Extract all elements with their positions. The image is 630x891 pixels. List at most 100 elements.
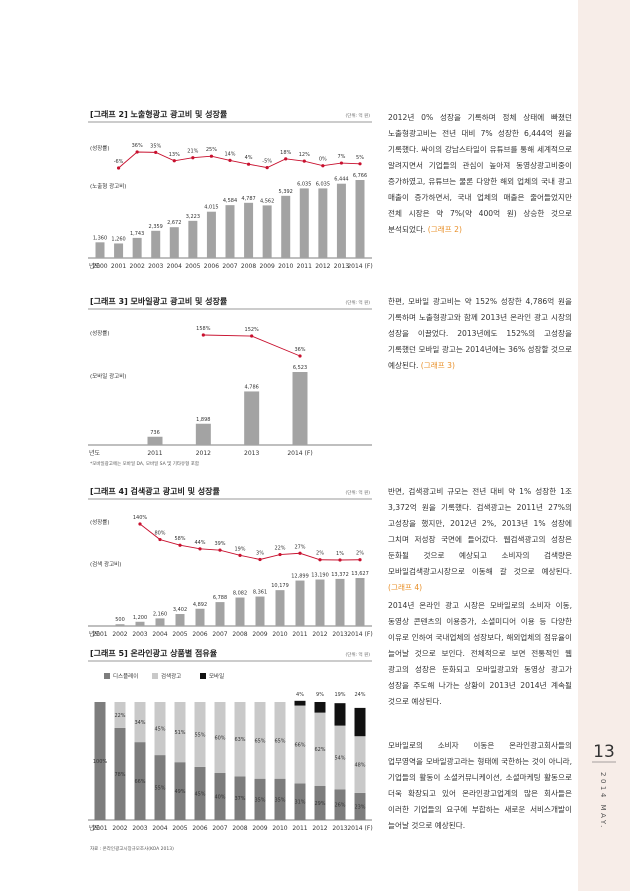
bar-segment xyxy=(114,727,126,820)
growth-value-label: 27% xyxy=(294,544,305,550)
x-axis-title: 년도 xyxy=(89,630,101,638)
segment-label: 45% xyxy=(154,727,165,733)
growth-value-label: 7% xyxy=(337,154,345,160)
growth-point xyxy=(135,150,139,154)
growth-value-label: 44% xyxy=(194,540,205,546)
x-tick-label: 2002 xyxy=(130,263,145,270)
segment-label: 35% xyxy=(274,797,285,803)
paragraph-text: 2014년 온라인 광고 시장은 모바일로의 소비자 이동, 동영상 콘텐츠의 … xyxy=(388,601,572,706)
bar-value-label: 4,787 xyxy=(241,196,255,202)
bar xyxy=(355,578,365,626)
unit-label: (단위: 억 원) xyxy=(346,651,371,658)
growth-value-label: 152% xyxy=(245,327,260,333)
bar xyxy=(215,602,225,626)
x-tick-label: 2000 xyxy=(92,263,107,270)
x-tick-label: 2013 xyxy=(244,450,259,457)
x-tick-label: 2005 xyxy=(172,825,187,832)
segment-label: 66% xyxy=(134,779,145,785)
x-tick-label: 2001 xyxy=(111,263,126,270)
growth-value-label: 158% xyxy=(196,326,211,332)
bar xyxy=(195,608,205,626)
growth-point xyxy=(178,543,182,547)
segment-label: 60% xyxy=(214,735,225,741)
bar-value-label: 4,562 xyxy=(260,198,274,204)
legend-swatch xyxy=(200,673,206,679)
segment-label: 45% xyxy=(194,791,205,797)
segment-label: 66% xyxy=(294,742,305,748)
segment-label: 35% xyxy=(254,797,265,803)
bar-segment xyxy=(234,702,246,777)
bar xyxy=(151,230,161,258)
growth-value-label: 5% xyxy=(356,155,364,161)
bar xyxy=(299,188,309,258)
segment-label: 51% xyxy=(174,730,185,736)
paragraph: 한편, 모바일 광고비는 약 152% 성장한 4,786억 원을 기록하며 노… xyxy=(388,294,572,374)
chart-source: 자료 : 온라인광고시장규모조사(KOA 2013) xyxy=(90,845,174,852)
growth-axis-label: (성장률) xyxy=(90,329,109,337)
bar-value-label: 1,898 xyxy=(196,417,210,423)
bar-value-label: 4,786 xyxy=(245,384,259,390)
legend-label: 모바일 xyxy=(209,672,224,680)
x-axis-title: 년도 xyxy=(89,824,101,832)
growth-value-label: 18% xyxy=(280,150,291,156)
growth-value-label: 4% xyxy=(245,155,253,161)
bar xyxy=(318,188,328,258)
bar-segment xyxy=(134,702,146,743)
bar xyxy=(292,372,308,445)
bar xyxy=(275,590,285,626)
bar-value-label: 10,179 xyxy=(271,583,289,589)
growth-line xyxy=(118,151,361,169)
growth-point xyxy=(338,558,342,562)
segment-label: 49% xyxy=(174,789,185,795)
legend-swatch xyxy=(152,673,158,679)
growth-point xyxy=(218,548,222,552)
bar-value-label: 1,743 xyxy=(130,231,144,237)
bar-value-label: 1,260 xyxy=(111,236,125,242)
growth-point xyxy=(358,162,362,166)
bar-value-label: 6,766 xyxy=(353,173,367,179)
bar xyxy=(206,211,216,258)
bar xyxy=(295,580,305,626)
bar-value-label: 1,200 xyxy=(133,615,147,621)
x-tick-label: 2009 xyxy=(260,263,275,270)
figure-ref: (그래프 2) xyxy=(427,225,462,234)
bar xyxy=(195,423,211,445)
x-tick-label: 2012 xyxy=(196,450,211,457)
growth-line xyxy=(203,334,301,357)
growth-point xyxy=(158,537,162,542)
bar-segment xyxy=(214,702,226,773)
unit-label: (단위: 억 원) xyxy=(346,112,371,119)
growth-value-label: 19% xyxy=(234,546,245,552)
chart-title: [그래프 2] 노출형광고 광고비 및 성장률 xyxy=(90,109,228,119)
growth-value-label: 39% xyxy=(214,541,225,547)
growth-point xyxy=(154,150,158,154)
bar-segment xyxy=(174,702,186,763)
paragraph: 2014년 온라인 광고 시장은 모바일로의 소비자 이동, 동영상 콘텐츠의 … xyxy=(388,598,572,710)
bar-segment xyxy=(234,776,246,820)
segment-label: 19% xyxy=(334,692,345,698)
growth-value-label: 80% xyxy=(154,531,165,537)
bar xyxy=(355,180,365,258)
bar xyxy=(281,195,291,258)
bar-segment xyxy=(254,702,266,779)
bar-segment xyxy=(274,702,286,779)
bar-segment xyxy=(314,702,326,713)
bar xyxy=(244,391,260,445)
bar xyxy=(147,436,163,445)
segment-label: 63% xyxy=(234,737,245,743)
segment-label: 29% xyxy=(314,801,325,807)
x-tick-label: 2014 (F) xyxy=(347,263,372,270)
bar-segment xyxy=(294,705,306,784)
bar-value-label: 6,444 xyxy=(334,177,348,183)
paragraph-text: 한편, 모바일 광고비는 약 152% 성장한 4,786억 원을 기록하며 노… xyxy=(388,297,572,370)
bar-axis-label: (검색 광고비) xyxy=(90,560,121,568)
page-number: 13 xyxy=(593,742,615,762)
segment-label: 22% xyxy=(114,713,125,719)
growth-point xyxy=(191,156,195,160)
paragraph-text: 반면, 검색광고비 규모는 전년 대비 약 1% 성장한 1조 3,372억 원… xyxy=(388,487,572,576)
growth-point xyxy=(278,552,282,557)
growth-value-label: -5% xyxy=(262,159,272,165)
growth-value-label: 14% xyxy=(224,151,235,157)
growth-point xyxy=(250,334,254,338)
